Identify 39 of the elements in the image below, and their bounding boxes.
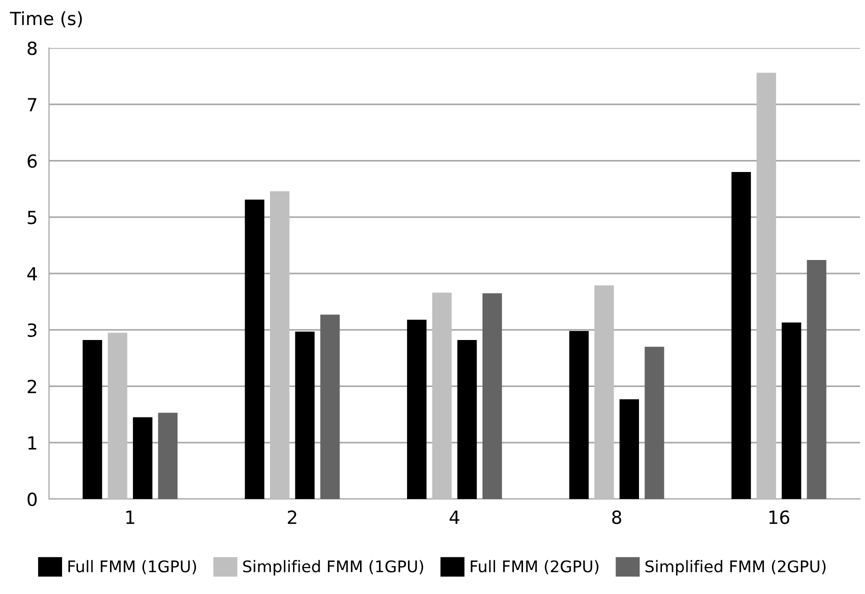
- bar: [620, 399, 640, 499]
- x-tick-label: 2: [288, 510, 296, 524]
- bar: [457, 340, 477, 499]
- y-tick-label: 6: [28, 154, 37, 168]
- bar: [731, 172, 751, 499]
- bar: [108, 332, 128, 499]
- x-tick-label: 8: [612, 510, 622, 524]
- legend-label: Full FMM (2GPU): [470, 560, 598, 574]
- bar: [295, 332, 315, 499]
- bar: [158, 412, 178, 499]
- legend-label: Full FMM (1GPU): [68, 560, 196, 574]
- bar: [132, 417, 152, 499]
- y-tick-label: 8: [28, 41, 37, 56]
- bar: [594, 285, 614, 499]
- x-tick-label: 16: [769, 510, 790, 524]
- y-axis-title: Time (s): [10, 11, 82, 28]
- bar: [407, 320, 427, 499]
- bar: [244, 200, 264, 499]
- bar: [644, 346, 664, 499]
- legend-label: Simplified FMM (2GPU): [646, 560, 826, 576]
- bar: [782, 322, 802, 499]
- y-tick-label: 3: [28, 323, 36, 337]
- bar: [320, 314, 340, 499]
- bar: [270, 191, 290, 499]
- y-tick-label: 7: [28, 98, 36, 112]
- bar: [432, 292, 452, 499]
- bar: [482, 293, 502, 499]
- y-tick-label: 0: [28, 492, 37, 506]
- y-tick-label: 5: [28, 210, 36, 224]
- x-tick-label: 4: [450, 510, 460, 524]
- bar: [756, 72, 776, 499]
- x-tick-label: 1: [126, 510, 134, 524]
- y-tick-label: 2: [28, 380, 36, 394]
- y-tick-label: 4: [27, 267, 37, 280]
- bar: [569, 331, 589, 499]
- legend-label: Simplified FMM (1GPU): [243, 560, 424, 576]
- bar: [82, 340, 102, 499]
- bar: [806, 260, 826, 499]
- y-tick-label: 1: [28, 436, 36, 450]
